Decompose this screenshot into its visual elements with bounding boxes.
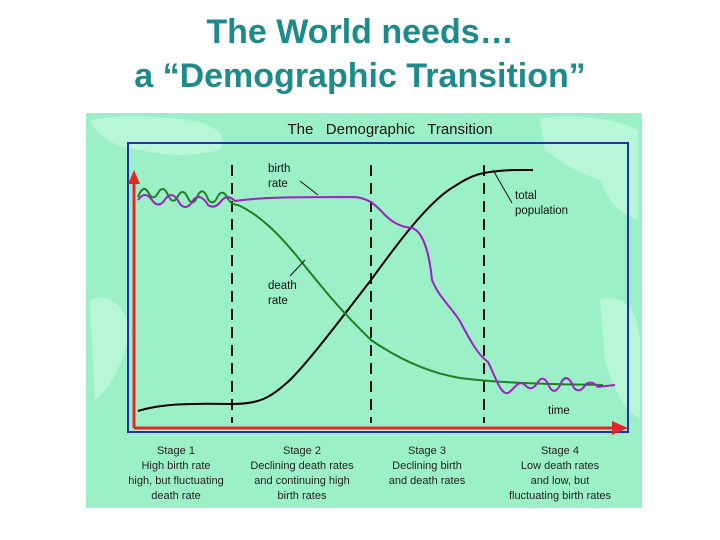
birth-rate-pointer [299,180,319,196]
land-shape [90,298,130,400]
birth-rate-label-line-1: birth [268,163,290,175]
land-shape [90,116,223,155]
y-axis-arrow [128,170,140,184]
death-rate-label-line-1: death [268,280,297,292]
stage-captions: Stage 1 High birth rate high, but fluctu… [128,445,611,502]
x-axis-arrow [612,421,628,435]
death-rate-label-line-2: rate [268,295,288,307]
death-rate-pointer [289,259,306,277]
stage-2-desc-line-1: Declining death rates [250,460,354,472]
stage-4-desc-line-3: fluctuating birth rates [509,490,612,502]
total-population-curve [137,169,533,412]
slide-title: The World needs… a “Demographic Transiti… [0,10,720,98]
population-pointer [492,169,513,204]
slide-title-line-2: a “Demographic Transition” [134,57,586,95]
stage-4-desc-line-1: Low death rates [521,460,600,472]
stage-4-desc-line-2: and low, but [531,475,590,487]
stage-3-name: Stage 3 [408,445,446,457]
stage-4-name: Stage 4 [541,445,579,457]
stage-2-desc-line-3: birth rates [278,490,327,502]
death-rate-curve [137,187,604,386]
birth-rate-curve [137,194,616,395]
population-label-line-1: total [515,190,537,202]
stage-2-desc-line-2: and continuing high [254,475,349,487]
time-axis-label: time [548,405,570,417]
background-panel [86,113,642,508]
figure-title: The Demographic Transition [287,121,492,138]
birth-rate-label-line-2: rate [268,178,288,190]
population-label-line-2: population [515,205,568,217]
stage-2-name: Stage 2 [283,445,321,457]
land-shape [600,298,640,420]
stage-1-desc-line-2: high, but fluctuating [128,475,223,487]
stage-3-desc-line-1: Declining birth [392,460,462,472]
stage-1-name: Stage 1 [157,445,195,457]
stage-1-desc-line-3: death rate [151,490,201,502]
slide-title-line-1: The World needs… [206,13,514,51]
plot-frame [127,142,629,433]
axes [128,170,628,435]
stage-1-desc-line-1: High birth rate [141,460,210,472]
stage-dividers [231,165,485,423]
stage-3-desc-line-2: and death rates [389,475,466,487]
